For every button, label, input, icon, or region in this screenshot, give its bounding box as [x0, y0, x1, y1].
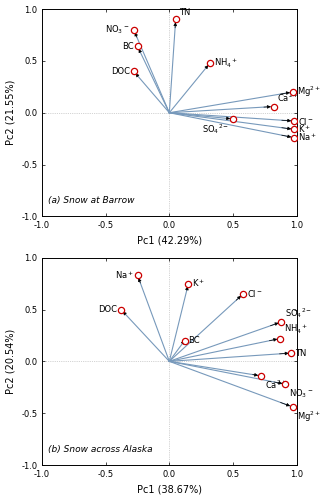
Text: SO$_4$$^{2-}$: SO$_4$$^{2-}$: [202, 122, 229, 136]
Text: TN: TN: [295, 348, 307, 358]
Text: DOC: DOC: [111, 67, 130, 76]
Text: NH$_4$$^+$: NH$_4$$^+$: [214, 56, 238, 70]
Text: NH$_4$$^+$: NH$_4$$^+$: [284, 324, 308, 336]
Text: Cl$^-$: Cl$^-$: [247, 288, 263, 300]
Text: Ca$^{2+}$: Ca$^{2+}$: [265, 379, 287, 392]
Text: (a) Snow at Barrow: (a) Snow at Barrow: [49, 196, 135, 205]
Text: Na$^+$: Na$^+$: [115, 270, 134, 281]
Text: TN: TN: [180, 8, 191, 18]
Text: Ca$^{2+}$: Ca$^{2+}$: [277, 92, 300, 104]
Text: NO$_3$$^-$: NO$_3$$^-$: [289, 388, 313, 400]
Text: Cl$^-$: Cl$^-$: [298, 116, 314, 126]
Y-axis label: Pc2 (20.54%): Pc2 (20.54%): [6, 328, 16, 394]
Text: K$^+$: K$^+$: [192, 278, 205, 289]
X-axis label: Pc1 (38.67%): Pc1 (38.67%): [137, 484, 202, 494]
Text: BC: BC: [188, 336, 200, 345]
Text: Mg$^{2+}$: Mg$^{2+}$: [297, 410, 320, 424]
Text: BC: BC: [122, 42, 134, 51]
Text: NO$_3$$^-$: NO$_3$$^-$: [105, 24, 130, 36]
X-axis label: Pc1 (42.29%): Pc1 (42.29%): [137, 236, 202, 246]
Text: (b) Snow across Alaska: (b) Snow across Alaska: [49, 445, 153, 454]
Text: DOC: DOC: [98, 305, 117, 314]
Text: SO$_4$$^{2-}$: SO$_4$$^{2-}$: [285, 306, 312, 320]
Y-axis label: Pc2 (21.55%): Pc2 (21.55%): [6, 80, 16, 146]
Text: K$^+$: K$^+$: [298, 124, 311, 135]
Text: Na$^+$: Na$^+$: [298, 132, 317, 143]
Text: Mg$^{2+}$: Mg$^{2+}$: [297, 85, 320, 99]
